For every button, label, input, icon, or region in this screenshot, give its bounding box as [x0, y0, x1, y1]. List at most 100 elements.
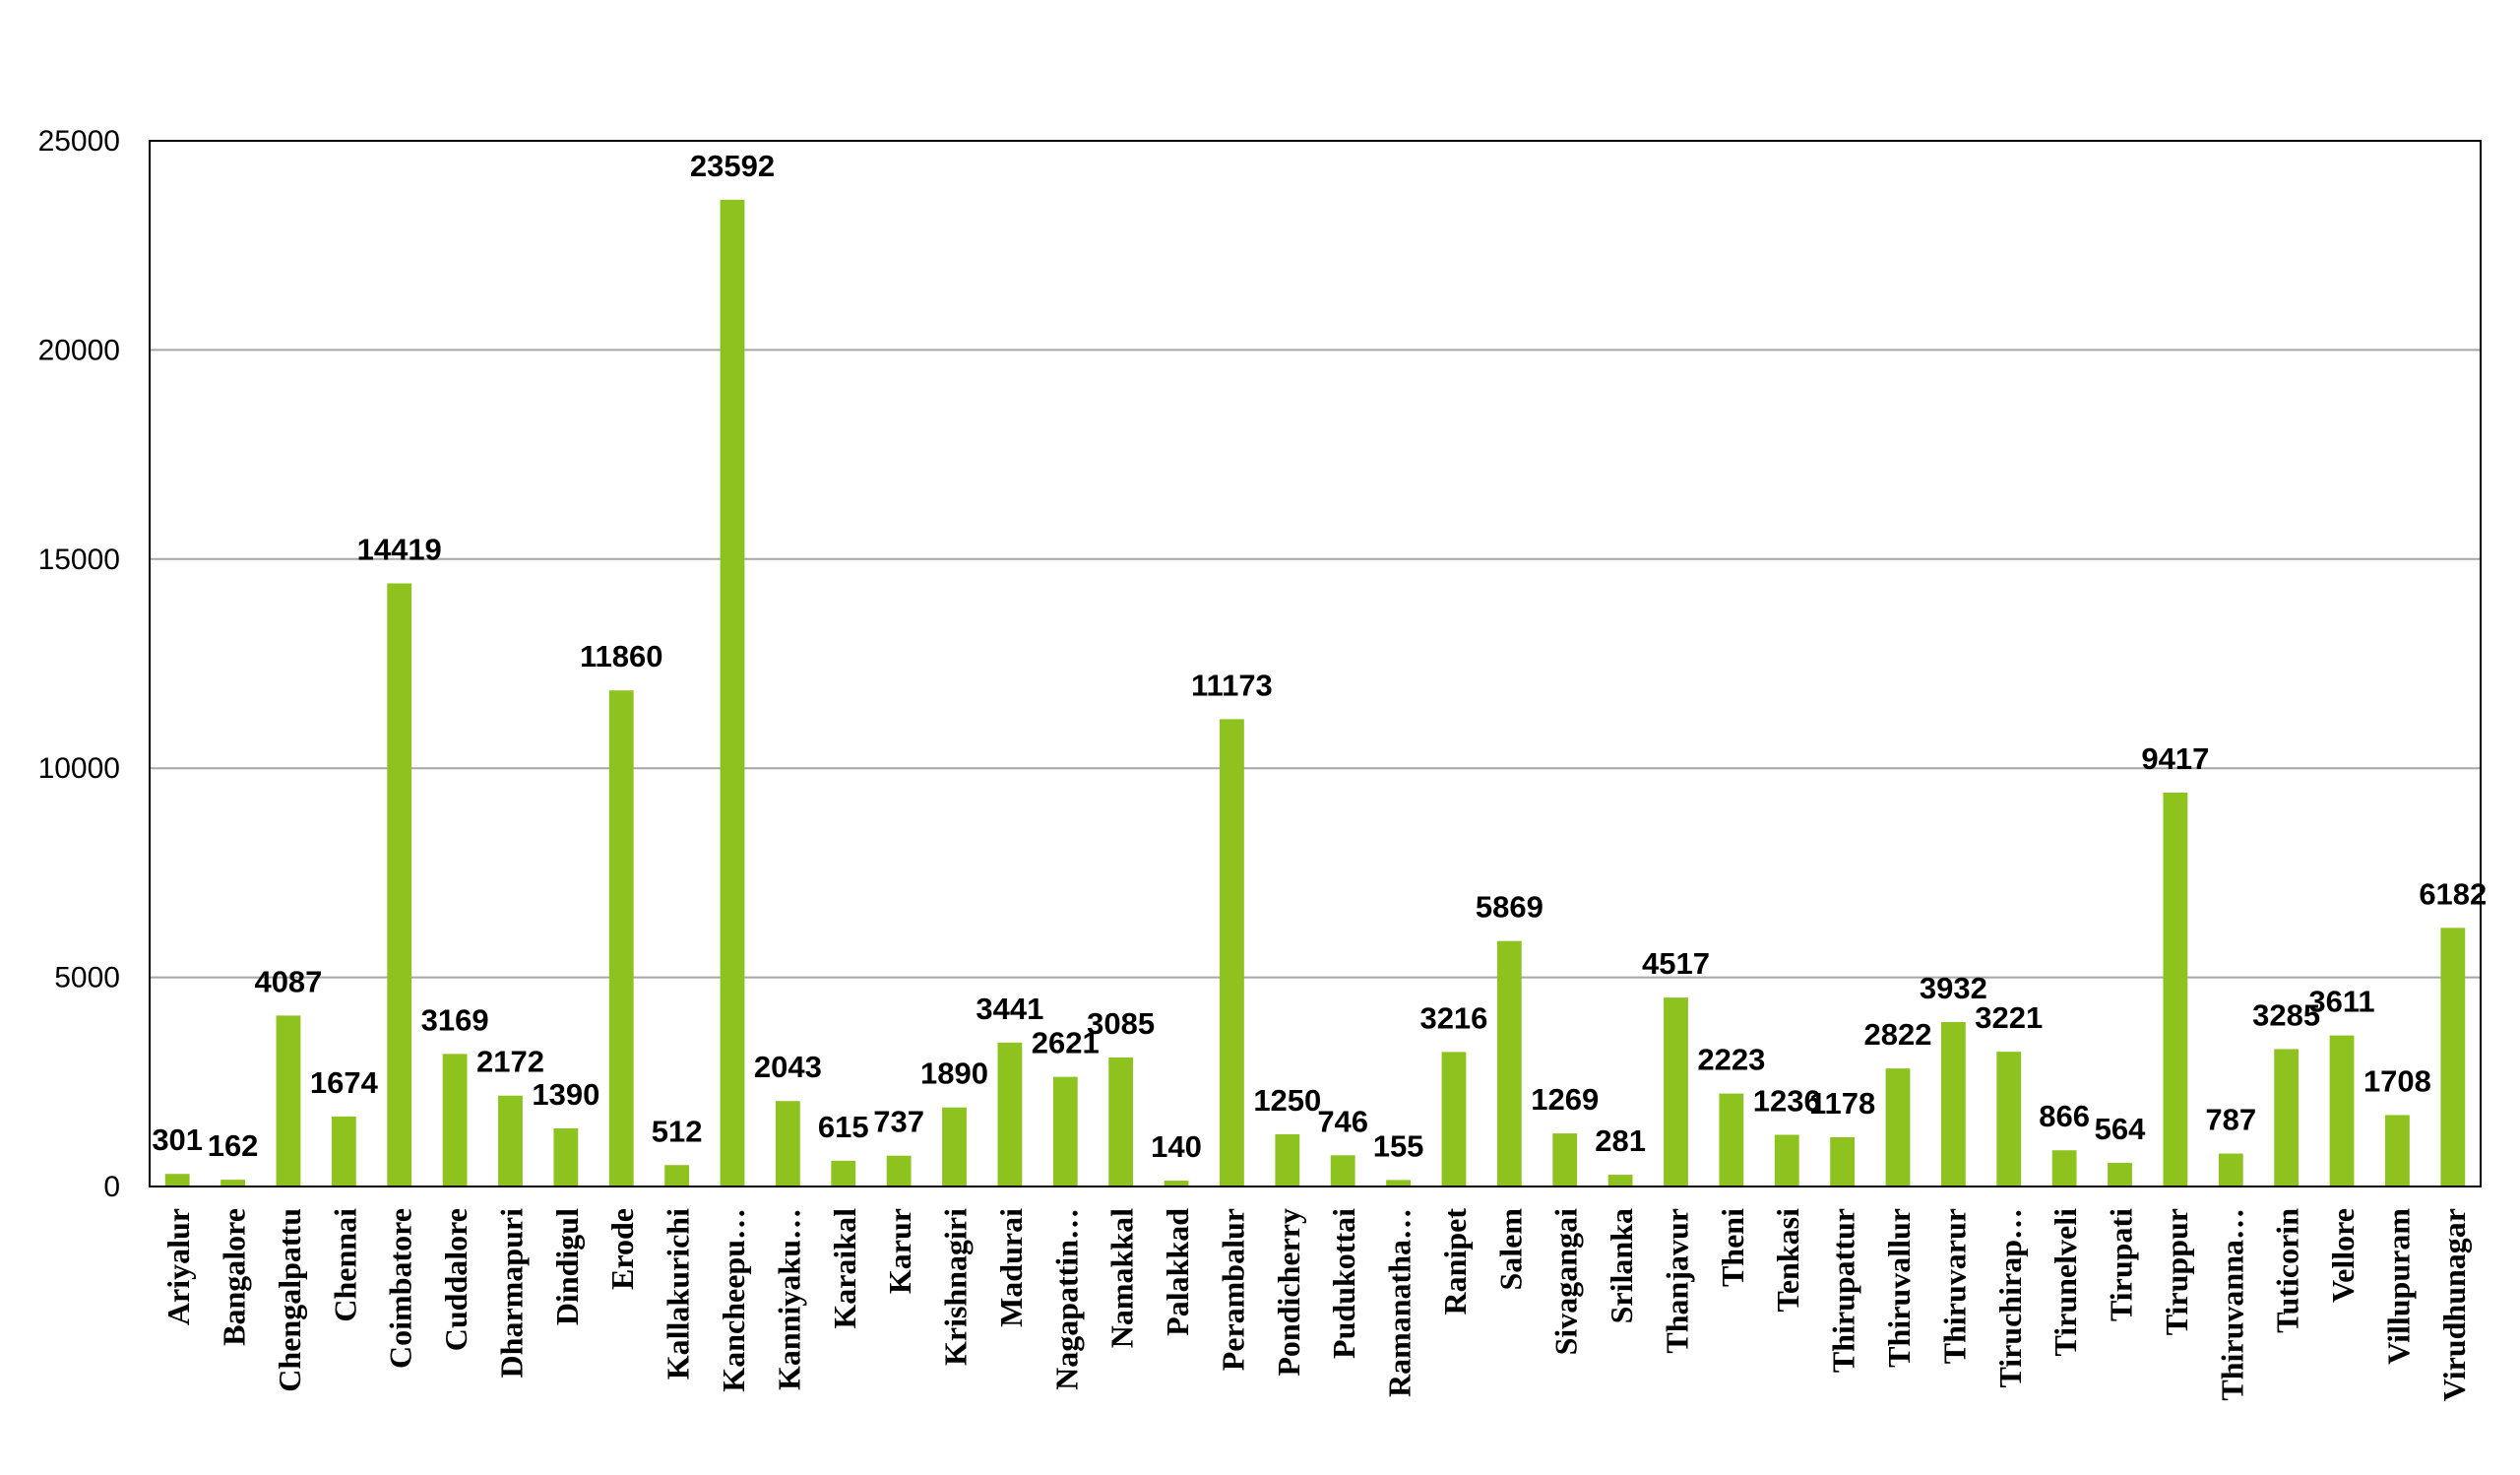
bar — [942, 1107, 967, 1186]
bar — [2440, 928, 2466, 1186]
bar — [276, 1015, 301, 1186]
bar — [164, 1174, 190, 1186]
data-label: 2172 — [476, 1045, 544, 1079]
x-tick-label: Thirupattur — [1826, 1208, 1861, 1373]
data-label: 1390 — [532, 1077, 599, 1112]
data-label: 162 — [208, 1128, 259, 1163]
x-tick-label: Chennai — [327, 1208, 362, 1322]
data-label: 3932 — [1920, 971, 1987, 1005]
x-tick-label: Palakkad — [1160, 1208, 1195, 1336]
data-label: 737 — [873, 1105, 924, 1139]
x-tick-label: Bangalore — [217, 1208, 252, 1346]
bar — [1607, 1175, 1633, 1186]
x-tick-label: Tuticorin — [2270, 1208, 2305, 1333]
x-tick-label: Thiruvarur — [1936, 1208, 1972, 1364]
x-tick-label: Virudhunagar — [2436, 1208, 2472, 1401]
bar — [1441, 1052, 1467, 1186]
x-tick-label: Tiruchirap… — [1992, 1208, 2028, 1388]
bar — [831, 1160, 856, 1186]
bar — [2051, 1150, 2077, 1186]
x-tick-label: Tiruppur — [2159, 1208, 2194, 1335]
bar — [1830, 1136, 1856, 1186]
x-tick-label: Karur — [882, 1208, 917, 1294]
data-label: 5869 — [1476, 890, 1544, 925]
bar — [1330, 1155, 1355, 1186]
x-tick-label: Krishnagiri — [938, 1208, 974, 1366]
x-tick-label: Namakkal — [1104, 1208, 1140, 1348]
x-tick-label: Kancheepu… — [716, 1208, 751, 1392]
data-label: 787 — [2205, 1103, 2256, 1137]
bar — [1552, 1133, 1578, 1186]
data-label: 564 — [2095, 1112, 2146, 1146]
data-label: 11860 — [580, 639, 663, 673]
data-label: 2043 — [754, 1050, 822, 1084]
bar — [2218, 1153, 2243, 1186]
bar — [220, 1180, 245, 1186]
x-tick-label: Dharmapuri — [493, 1208, 529, 1379]
bar — [553, 1127, 579, 1186]
bar — [331, 1116, 356, 1186]
data-label: 1890 — [920, 1057, 988, 1091]
bar — [2274, 1049, 2300, 1186]
y-axis: 0 5000 10000 15000 20000 25000 — [38, 125, 120, 1203]
bar — [664, 1165, 690, 1186]
data-label: 746 — [1317, 1104, 1368, 1138]
data-label: 615 — [818, 1110, 869, 1144]
data-label: 140 — [1151, 1129, 1202, 1164]
bar — [1774, 1134, 1799, 1186]
x-tick-label: Tirunelveli — [2048, 1208, 2083, 1357]
bar — [997, 1042, 1023, 1186]
bar — [1496, 940, 1522, 1186]
bar — [886, 1155, 912, 1186]
y-tick-label: 15000 — [38, 544, 120, 576]
data-label: 512 — [652, 1114, 703, 1148]
x-tick-label: Salem — [1492, 1208, 1528, 1291]
x-tick-label: Srilanka — [1604, 1208, 1639, 1323]
x-tick-label: Vellore — [2325, 1208, 2361, 1303]
data-label: 11173 — [1191, 668, 1273, 702]
data-label: 3285 — [2252, 997, 2320, 1032]
x-tick-label: Sivagangai — [1548, 1208, 1584, 1355]
data-label: 1236 — [1753, 1083, 1821, 1118]
data-label: 1250 — [1253, 1083, 1321, 1118]
x-tick-label: Kallakurichi — [661, 1208, 696, 1379]
x-tick-label: Tirupati — [2104, 1208, 2139, 1321]
data-label: 6182 — [2419, 876, 2487, 911]
x-tick-label: Thanjavur — [1659, 1208, 1694, 1354]
bar — [498, 1095, 523, 1186]
bar — [387, 583, 412, 1186]
data-label: 155 — [1373, 1128, 1424, 1163]
data-label: 14419 — [357, 532, 442, 566]
y-tick-label: 20000 — [38, 334, 120, 366]
bar — [1164, 1181, 1189, 1186]
x-tick-label: Kanniyaku… — [771, 1208, 806, 1390]
x-tick-label: Erode — [604, 1208, 640, 1290]
bar — [1719, 1093, 1744, 1186]
x-tick-label: Ariyalur — [160, 1208, 196, 1325]
data-label: 3085 — [1087, 1006, 1155, 1041]
data-label: 3221 — [1975, 1000, 2043, 1035]
bar — [1386, 1180, 1411, 1186]
bar — [1220, 719, 1244, 1186]
bar — [1940, 1021, 1966, 1186]
bar — [1052, 1076, 1078, 1186]
data-label: 4087 — [254, 964, 322, 998]
data-label: 2621 — [1032, 1026, 1100, 1060]
x-tick-label: Villupuram — [2380, 1208, 2416, 1365]
bar — [2385, 1115, 2410, 1186]
bar — [1885, 1068, 1911, 1186]
x-tick-label: Cuddalore — [438, 1208, 473, 1351]
data-label: 1674 — [310, 1065, 379, 1100]
y-tick-label: 10000 — [38, 752, 120, 785]
data-label: 23592 — [690, 149, 775, 183]
data-label: 3611 — [2308, 985, 2374, 1019]
data-label: 866 — [2039, 1099, 2090, 1133]
x-axis: Ariyalur Bangalore Chengalpattu Chennai Coim… — [160, 1208, 2472, 1402]
x-tick-label: Madurai — [993, 1208, 1029, 1327]
x-tick-label: Ramanatha… — [1382, 1208, 1418, 1397]
bar — [2108, 1163, 2132, 1186]
data-label: 3441 — [976, 992, 1043, 1026]
x-tick-label: Chengalpattu — [272, 1208, 307, 1392]
y-tick-label: 0 — [103, 1171, 120, 1203]
